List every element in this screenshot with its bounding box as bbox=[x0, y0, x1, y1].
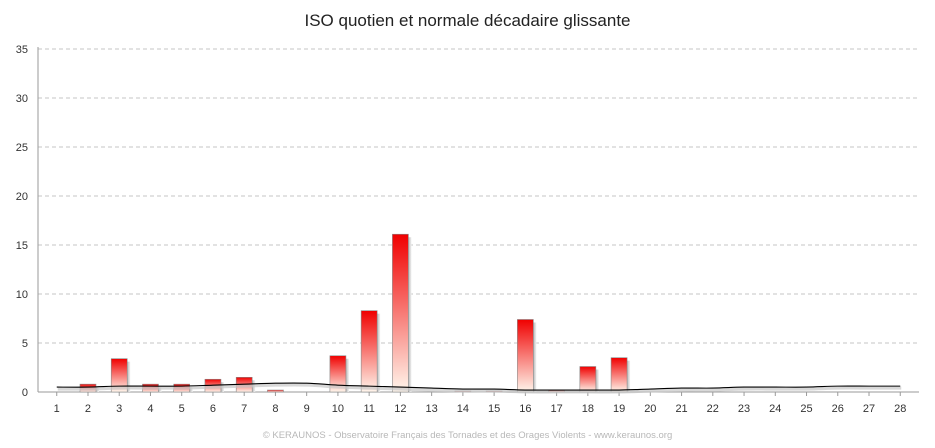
y-tick-label: 30 bbox=[16, 93, 28, 105]
bar-shadow bbox=[345, 358, 349, 392]
bar-shadow bbox=[627, 360, 631, 392]
bar bbox=[610, 357, 628, 393]
x-tick-label: 4 bbox=[147, 403, 153, 415]
bar bbox=[329, 355, 347, 393]
y-tick-label: 35 bbox=[16, 44, 28, 56]
x-tick-label: 21 bbox=[675, 403, 687, 415]
bar bbox=[579, 366, 597, 393]
y-tick-label: 5 bbox=[22, 338, 28, 350]
x-tick-label: 14 bbox=[457, 403, 469, 415]
x-tick-label: 8 bbox=[272, 403, 278, 415]
x-tick-label: 15 bbox=[488, 403, 500, 415]
x-tick-label: 28 bbox=[894, 403, 906, 415]
x-tick-label: 17 bbox=[550, 403, 562, 415]
y-tick-label: 25 bbox=[16, 142, 28, 154]
bar-shadow bbox=[189, 387, 193, 392]
bar bbox=[360, 310, 378, 393]
normal-line bbox=[56, 382, 901, 391]
x-tick-label: 7 bbox=[241, 403, 247, 415]
bar-shadow bbox=[533, 322, 537, 392]
bar-shadow bbox=[595, 369, 599, 392]
y-tick-label: 0 bbox=[22, 387, 28, 399]
bar bbox=[517, 319, 534, 393]
y-tick-label: 15 bbox=[16, 240, 28, 252]
x-tick-label: 1 bbox=[54, 403, 60, 415]
x-tick-label: 2 bbox=[85, 403, 91, 415]
x-tick-label: 23 bbox=[738, 403, 750, 415]
x-tick-label: 9 bbox=[304, 403, 310, 415]
normal-line-shadow bbox=[57, 383, 902, 394]
y-tick-label: 20 bbox=[16, 191, 28, 203]
x-tick-label: 25 bbox=[800, 403, 812, 415]
y-tick-label: 10 bbox=[16, 289, 28, 301]
x-tick-label: 5 bbox=[179, 403, 185, 415]
bar bbox=[392, 233, 409, 393]
bar-shadow bbox=[127, 361, 131, 392]
x-tick-label: 13 bbox=[426, 403, 438, 415]
bar-shadow bbox=[377, 313, 381, 392]
x-tick-label: 22 bbox=[707, 403, 719, 415]
x-tick-label: 10 bbox=[332, 403, 344, 415]
x-tick-label: 27 bbox=[863, 403, 875, 415]
copyright-footer: © KERAUNOS - Observatoire Français des T… bbox=[262, 430, 673, 441]
x-tick-label: 11 bbox=[363, 403, 374, 415]
x-tick-label: 6 bbox=[210, 403, 216, 415]
x-tick-label: 16 bbox=[519, 403, 531, 415]
bar bbox=[110, 358, 128, 393]
chart-title: ISO quotien et normale décadaire glissan… bbox=[304, 11, 631, 30]
x-tick-label: 3 bbox=[116, 403, 122, 415]
x-tick-label: 18 bbox=[582, 403, 594, 415]
x-tick-label: 26 bbox=[832, 403, 844, 415]
bar-shadow bbox=[408, 237, 412, 392]
x-tick-label: 12 bbox=[394, 403, 406, 415]
x-tick-label: 24 bbox=[769, 403, 781, 415]
x-tick-label: 20 bbox=[644, 403, 656, 415]
x-tick-label: 19 bbox=[613, 403, 625, 415]
bar bbox=[267, 389, 284, 393]
